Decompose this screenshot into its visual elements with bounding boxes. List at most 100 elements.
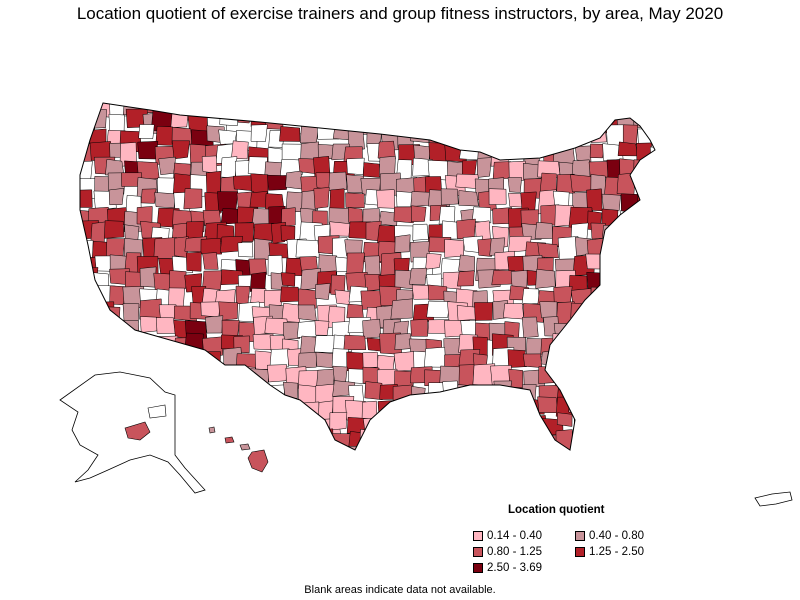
map-region-55 xyxy=(348,112,368,131)
map-region-712 xyxy=(203,402,220,423)
map-region-573 xyxy=(343,334,367,351)
map-region-558 xyxy=(107,332,130,352)
map-region-136 xyxy=(459,146,481,161)
map-region-458 xyxy=(280,286,301,303)
map-region-557 xyxy=(92,336,114,355)
map-region-421 xyxy=(280,272,296,287)
map-region-716 xyxy=(268,399,289,415)
map-region-383 xyxy=(267,255,283,276)
map-region-313 xyxy=(329,221,351,237)
legend-label-4: 1.25 - 2.50 xyxy=(589,546,644,558)
map-region-700 xyxy=(602,380,621,398)
map-region-638 xyxy=(205,368,221,389)
map-region-357 xyxy=(444,239,465,258)
map-region-594 xyxy=(91,348,109,371)
map-region-813 xyxy=(635,431,655,450)
map-region-359 xyxy=(477,238,492,257)
map-region-833 xyxy=(363,451,384,465)
map-region-605 xyxy=(269,348,290,368)
map-region-106 xyxy=(568,126,587,145)
map-region-47 xyxy=(219,109,239,127)
map-region-551 xyxy=(585,320,607,337)
map-region-715 xyxy=(250,398,271,417)
map-region-30 xyxy=(541,103,561,115)
legend-label-1: 0.14 - 0.40 xyxy=(487,530,542,542)
map-region-785 xyxy=(190,428,208,445)
map-region-806 xyxy=(522,428,547,446)
map-region-703 xyxy=(653,383,655,399)
map-region-593 xyxy=(80,354,96,375)
map-region-64 xyxy=(493,113,509,133)
map-region-255 xyxy=(586,188,603,211)
map-region-665 xyxy=(634,366,652,387)
legend-item-5: 2.50 - 3.69 xyxy=(473,562,542,574)
map-region-80 xyxy=(155,125,175,146)
map-region-382 xyxy=(248,258,267,277)
legend-item-4: 1.25 - 2.50 xyxy=(575,546,644,558)
map-region-62 xyxy=(458,113,480,135)
map-region-726 xyxy=(429,400,445,419)
map-region-367 xyxy=(604,243,624,266)
map-region-590 xyxy=(622,336,643,354)
map-region-483 xyxy=(95,301,115,324)
map-region-591 xyxy=(633,334,652,357)
map-region-550 xyxy=(572,320,589,343)
map-region-517 xyxy=(636,300,654,318)
map-region-393 xyxy=(425,253,442,270)
map-region-735 xyxy=(568,397,589,414)
map-region-490 xyxy=(200,301,221,318)
map-region-22 xyxy=(408,103,427,111)
map-region-363 xyxy=(537,242,559,259)
map-region-637 xyxy=(183,366,202,387)
map-region-28 xyxy=(506,103,527,119)
footnote: Blank areas indicate data not available. xyxy=(304,584,496,596)
legend-swatch-3 xyxy=(473,547,483,557)
map-region-552 xyxy=(603,322,621,338)
map-region-847 xyxy=(585,447,606,450)
map-region-379 xyxy=(202,252,219,270)
map-region-326 xyxy=(534,222,553,240)
map-region-406 xyxy=(638,258,655,274)
map-region-11 xyxy=(236,103,256,114)
map-region-227 xyxy=(140,188,157,204)
map-region-70 xyxy=(590,108,607,129)
map-region-765 xyxy=(462,416,485,433)
map-region-627 xyxy=(621,349,638,371)
map-region-13 xyxy=(269,103,290,112)
map-region-823 xyxy=(205,447,225,450)
map-region-9 xyxy=(206,103,227,113)
map-region-628 xyxy=(635,352,655,375)
map-region-839 xyxy=(460,444,478,450)
map-region-405 xyxy=(622,253,644,276)
map-region-457 xyxy=(264,289,283,307)
map-region-496 xyxy=(297,304,317,321)
map-region-654 xyxy=(458,364,475,387)
map-region-837 xyxy=(429,446,452,450)
map-region-527 xyxy=(205,315,224,334)
map-region-623 xyxy=(556,354,574,371)
map-region-102 xyxy=(503,124,525,146)
map-region-595 xyxy=(105,352,126,373)
map-region-828 xyxy=(280,448,302,450)
map-region-836 xyxy=(409,447,431,450)
map-region-834 xyxy=(378,448,399,450)
map-region-592 xyxy=(652,338,655,357)
map-region-798 xyxy=(392,431,417,450)
map-region-755 xyxy=(297,413,318,438)
map-region-34 xyxy=(602,103,622,120)
map-region-540 xyxy=(410,319,428,337)
map-region-185 xyxy=(654,160,655,184)
map-region-711 xyxy=(191,398,209,417)
map-region-587 xyxy=(569,335,586,356)
map-region-749 xyxy=(204,415,222,437)
map-region-32 xyxy=(575,103,591,113)
map-region-258 xyxy=(636,190,655,214)
map-region-789 xyxy=(247,430,267,450)
map-region-244 xyxy=(410,191,430,207)
map-region-519 xyxy=(80,318,90,336)
map-region-416 xyxy=(202,270,223,291)
map-region-555 xyxy=(646,318,655,336)
map-region-740 xyxy=(649,397,655,416)
map-region-626 xyxy=(603,348,624,367)
